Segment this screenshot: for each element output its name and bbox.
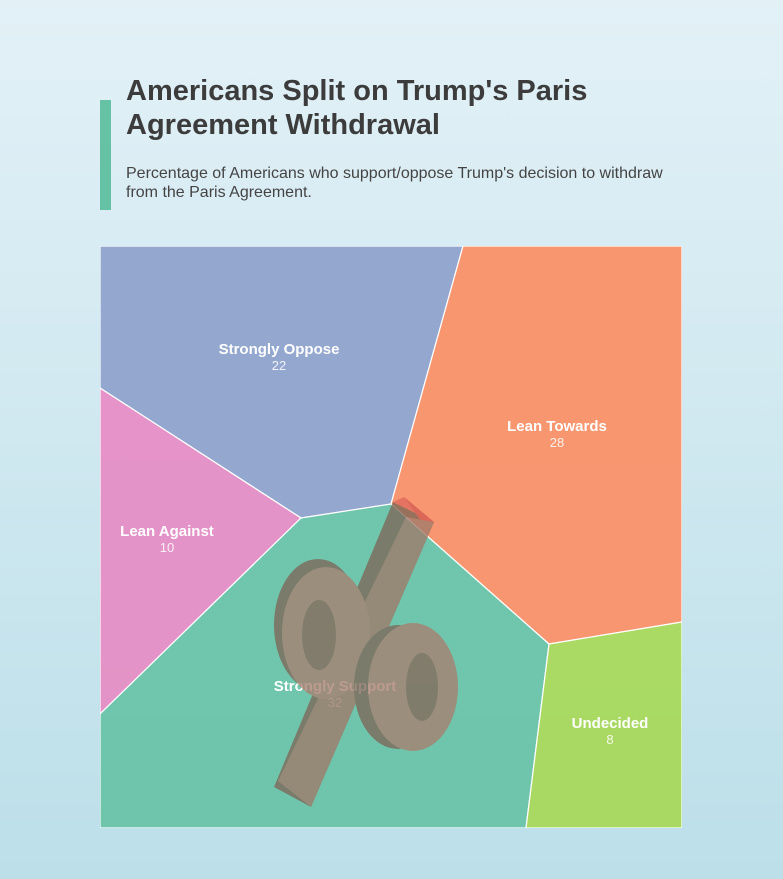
cell-label-lean-towards: Lean Towards [507,418,607,435]
voronoi-chart: Strongly Oppose 22 Lean Towards 28 Lean Agai… [100,246,682,828]
cell-value-strongly-oppose: 22 [272,358,286,373]
cell-value-undecided: 8 [606,732,613,747]
percent-icon [274,497,458,807]
chart-subtitle: Percentage of Americans who support/oppo… [126,165,663,201]
cell-label-lean-against: Lean Against [120,523,214,540]
cell-undecided [525,621,682,828]
cell-label-undecided: Undecided [572,715,649,732]
cell-value-lean-towards: 28 [550,435,564,450]
chart-header: Americans Split on Trump's Paris Agreeme… [100,74,740,210]
chart-title: Americans Split on Trump's Paris Agreeme… [126,75,588,141]
cell-label-strongly-oppose: Strongly Oppose [219,341,340,358]
cell-value-lean-against: 10 [160,540,174,555]
title-accent-bar [100,100,111,210]
